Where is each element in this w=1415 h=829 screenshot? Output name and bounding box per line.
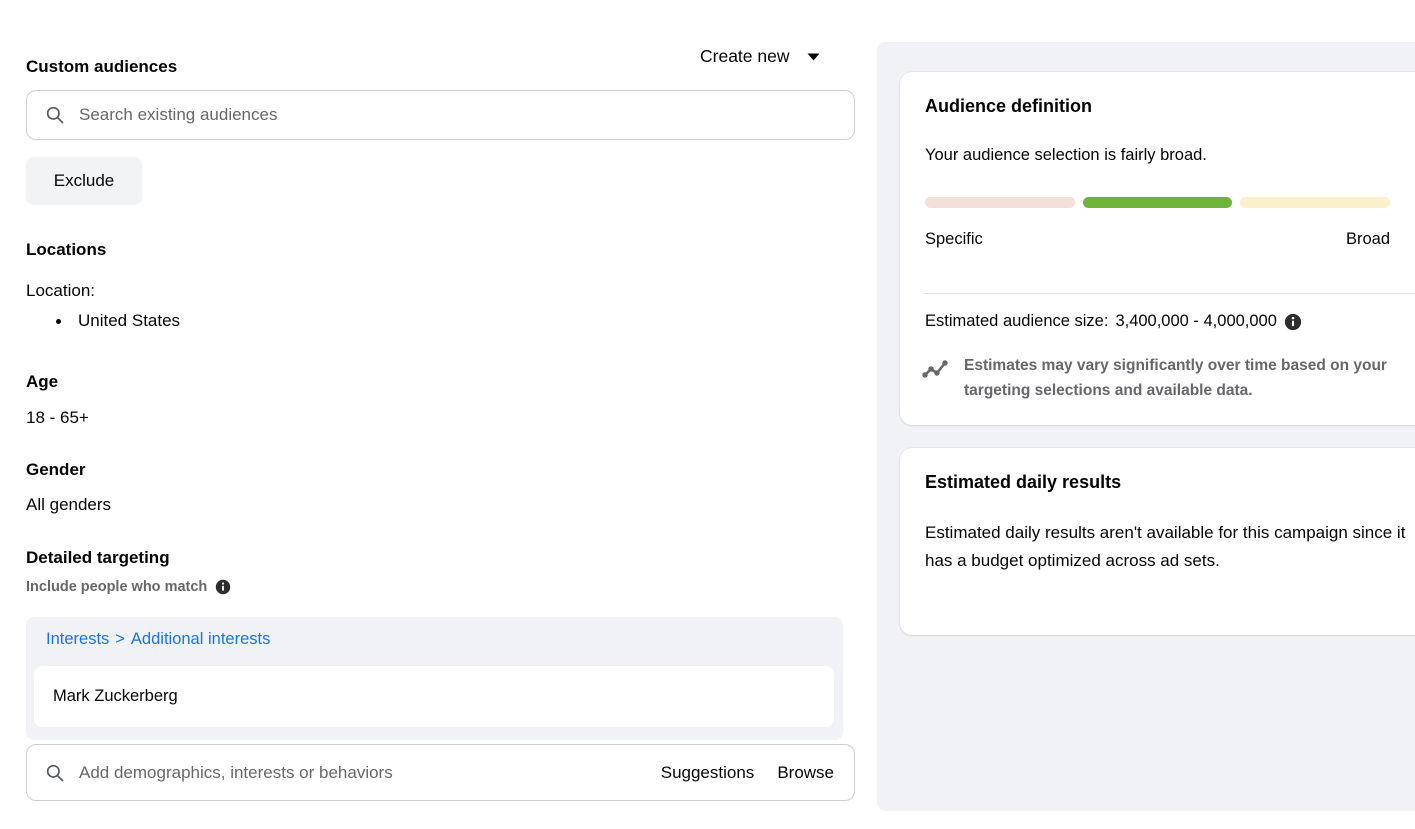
meter-labels: Specific Broad [925, 230, 1390, 249]
selected-interest-label: Mark Zuckerberg [53, 687, 178, 705]
info-icon[interactable] [215, 579, 231, 595]
exclude-button[interactable]: Exclude [26, 157, 142, 205]
audience-definition-status: Your audience selection is fairly broad. [925, 146, 1207, 164]
audience-definition-card: Audience definition Your audience select… [900, 72, 1415, 425]
breadcrumb: Interests > Additional interests [46, 630, 270, 649]
meter-segment-broad [1240, 197, 1391, 208]
breadcrumb-separator: > [115, 630, 125, 648]
breadcrumb-additional-interests-link[interactable]: Additional interests [130, 630, 271, 648]
age-heading: Age [26, 372, 59, 391]
audience-definition-title: Audience definition [925, 96, 1093, 116]
estimated-daily-results-title: Estimated daily results [925, 472, 1122, 492]
location-label: Location: [26, 281, 95, 300]
insights-sidebar: Audience definition Your audience select… [877, 42, 1415, 811]
audience-definition-meter [925, 197, 1391, 208]
include-people-label: Include people who match [26, 579, 208, 595]
search-icon [45, 763, 65, 783]
estimated-daily-results-card: Estimated daily results Estimated daily … [900, 448, 1415, 635]
location-list-item: United States [26, 311, 180, 331]
audience-search-box [26, 90, 855, 140]
trend-line-icon [922, 358, 952, 380]
estimates-disclaimer-text: Estimates may vary significantly over ti… [964, 357, 1387, 399]
meter-label-specific: Specific [925, 230, 983, 248]
create-new-label: Create new [700, 46, 790, 66]
estimated-audience-size-row: Estimated audience size: 3,400,000 - 4,0… [925, 312, 1302, 331]
meter-segment-active [1082, 197, 1233, 208]
card-divider [925, 293, 1415, 294]
breadcrumb-interests-link[interactable]: Interests [46, 630, 110, 648]
info-icon[interactable] [1284, 313, 1302, 331]
age-value: 18 - 65+ [26, 408, 89, 427]
estimated-daily-results-body: Estimated daily results aren't available… [925, 523, 1406, 570]
include-people-row: Include people who match [26, 579, 231, 595]
add-targeting-bar: Suggestions Browse [26, 744, 855, 801]
search-existing-audiences-input[interactable] [79, 105, 836, 125]
suggestions-button[interactable]: Suggestions [660, 762, 755, 782]
custom-audiences-heading: Custom audiences [26, 57, 178, 76]
gender-heading: Gender [26, 460, 86, 479]
estimates-disclaimer-row: Estimates may vary significantly over ti… [922, 354, 1415, 404]
detailed-targeting-box: Interests > Additional interests Mark Zuck… [26, 617, 843, 740]
search-icon [45, 105, 65, 125]
location-value: United States [78, 311, 181, 330]
meter-label-broad: Broad [1345, 230, 1390, 248]
browse-button[interactable]: Browse [777, 762, 834, 782]
chevron-down-icon [807, 53, 820, 61]
add-targeting-input[interactable] [79, 762, 647, 783]
create-new-dropdown[interactable]: Create new [700, 46, 820, 67]
gender-value: All genders [26, 495, 112, 514]
bullet-icon [56, 318, 61, 324]
estimated-size-label: Estimated audience size: [925, 312, 1109, 330]
detailed-targeting-heading: Detailed targeting [26, 548, 170, 567]
estimated-size-value: 3,400,000 - 4,000,000 [1115, 312, 1277, 330]
locations-heading: Locations [26, 240, 107, 259]
selected-interest-chip[interactable]: Mark Zuckerberg [34, 666, 834, 727]
meter-segment-specific [925, 197, 1075, 208]
